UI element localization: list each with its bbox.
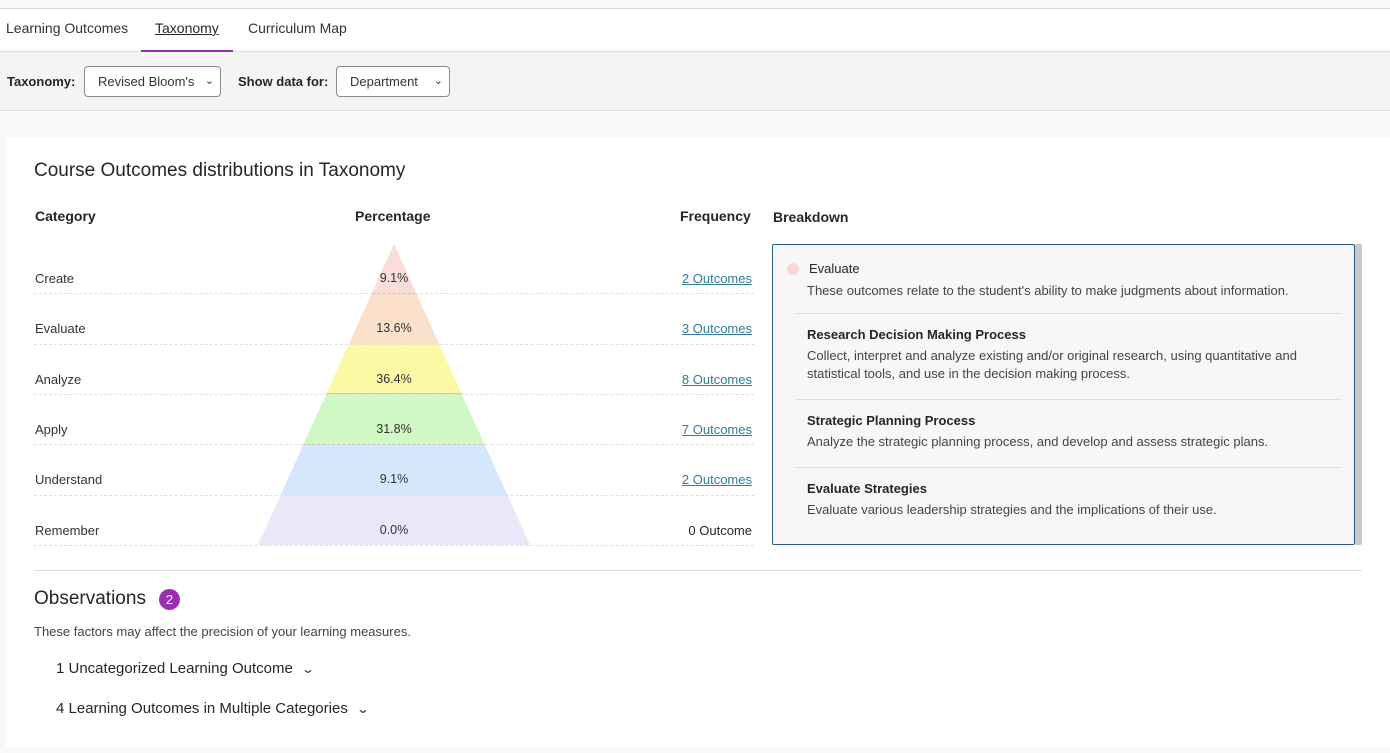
outcome-title: Research Decision Making Process <box>807 327 1026 342</box>
taxonomy-pyramid <box>258 244 530 545</box>
row-divider <box>34 344 754 345</box>
category-label: Apply <box>35 422 68 437</box>
category-label: Analyze <box>35 372 82 387</box>
tab-bar: Learning Outcomes Taxonomy Curriculum Ma… <box>0 8 1390 54</box>
show-data-label: Show data for: <box>238 74 329 89</box>
frequency-link[interactable]: 7 Outcomes <box>681 422 752 437</box>
tab-learning-outcomes[interactable]: Learning Outcomes <box>6 20 129 36</box>
observation-label: 1 Uncategorized Learning Outcome <box>56 660 293 677</box>
outcome-desc: Evaluate various leadership strategies a… <box>807 502 1217 517</box>
percentage-value: 9.1% <box>379 271 409 285</box>
category-label: Create <box>35 271 75 286</box>
breakdown-category-desc: These outcomes relate to the student's a… <box>807 283 1289 298</box>
percentage-value: 36.4% <box>376 372 412 386</box>
tab-curriculum-map[interactable]: Curriculum Map <box>248 20 347 36</box>
pyramid-band-understand[interactable] <box>280 445 508 495</box>
chevron-down-icon: ⌄ <box>355 702 370 716</box>
category-color-dot <box>787 263 799 275</box>
row-divider <box>34 495 754 496</box>
divider <box>795 399 1342 400</box>
percentage-value: 13.6% <box>376 321 412 335</box>
outcome-title: Evaluate Strategies <box>807 481 927 496</box>
chevron-down-icon: ⌄ <box>300 662 315 676</box>
breakdown-panel[interactable]: Evaluate These outcomes relate to the st… <box>772 244 1355 545</box>
frequency-link[interactable]: 2 Outcomes <box>681 472 752 487</box>
column-header-percentage: Percentage <box>355 208 431 224</box>
row-divider <box>34 394 754 395</box>
row-divider <box>34 545 754 546</box>
frequency-link[interactable]: 2 Outcomes <box>681 271 752 286</box>
pyramid-band-apply[interactable] <box>303 394 485 445</box>
observations-desc: These factors may affect the precision o… <box>34 624 411 639</box>
chevron-down-icon: ⌄ <box>433 75 443 87</box>
category-label: Understand <box>35 472 103 487</box>
percentage-value: 9.1% <box>379 472 409 486</box>
tab-taxonomy[interactable]: Taxonomy <box>141 9 233 54</box>
breakdown-scrollbar[interactable] <box>1355 244 1362 545</box>
taxonomy-select-value: Revised Bloom's <box>98 74 195 89</box>
divider <box>34 570 1362 571</box>
observation-uncategorized-toggle[interactable]: 1 Uncategorized Learning Outcome ⌄ <box>56 660 315 677</box>
outcome-desc: Analyze the strategic planning process, … <box>807 434 1269 449</box>
frequency-link[interactable]: 3 Outcomes <box>681 321 752 336</box>
filter-bar: Taxonomy: Revised Bloom's ⌄ Show data fo… <box>0 52 1390 111</box>
frequency-value: 0 Outcome <box>688 523 752 538</box>
breakdown-category-title: Evaluate <box>809 261 860 276</box>
observation-label: 4 Learning Outcomes in Multiple Categori… <box>56 700 348 717</box>
section-title: Course Outcomes distributions in Taxonom… <box>34 160 406 181</box>
category-label: Evaluate <box>35 321 86 336</box>
percentage-value: 0.0% <box>379 523 409 537</box>
taxonomy-card: Course Outcomes distributions in Taxonom… <box>6 138 1390 747</box>
category-label: Remember <box>35 523 100 538</box>
pyramid-band-analyze[interactable] <box>326 344 462 394</box>
chevron-down-icon: ⌄ <box>204 75 214 87</box>
show-data-select[interactable]: Department ⌄ <box>336 66 450 97</box>
outcome-title: Strategic Planning Process <box>807 413 976 428</box>
frequency-link[interactable]: 8 Outcomes <box>681 372 752 387</box>
column-header-frequency: Frequency <box>680 208 751 224</box>
pyramid-band-evaluate[interactable] <box>348 294 440 344</box>
divider <box>795 467 1342 468</box>
taxonomy-label: Taxonomy: <box>7 74 76 89</box>
observations-count-badge: 2 <box>159 589 180 610</box>
row-divider <box>34 444 754 445</box>
percentage-value: 31.8% <box>376 422 412 436</box>
observations-title: Observations <box>34 588 146 609</box>
column-header-breakdown: Breakdown <box>773 209 849 225</box>
observation-multiple-categories-toggle[interactable]: 4 Learning Outcomes in Multiple Categori… <box>56 700 370 717</box>
row-divider <box>34 293 754 294</box>
pyramid-band-remember[interactable] <box>258 495 530 545</box>
outcome-desc: Collect, interpret and analyze existing … <box>807 348 1297 381</box>
column-header-category: Category <box>35 208 96 224</box>
pyramid-band-create[interactable] <box>371 244 417 294</box>
taxonomy-select[interactable]: Revised Bloom's ⌄ <box>84 66 221 97</box>
show-data-select-value: Department <box>350 74 418 89</box>
divider <box>795 313 1342 314</box>
